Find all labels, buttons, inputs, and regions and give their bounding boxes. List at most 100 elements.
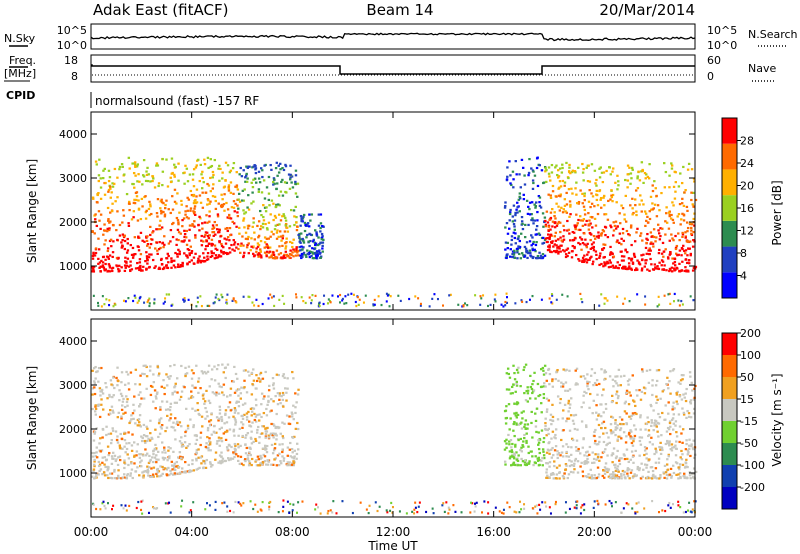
heatmap-cell bbox=[139, 253, 143, 256]
heatmap-cell bbox=[217, 364, 220, 367]
heatmap-cell bbox=[568, 388, 572, 391]
heatmap-cell bbox=[540, 169, 544, 172]
heatmap-cell bbox=[636, 268, 639, 271]
heatmap-cell bbox=[519, 186, 523, 189]
heatmap-cell bbox=[167, 242, 171, 245]
heatmap-cell bbox=[233, 407, 237, 410]
heatmap-cell bbox=[526, 400, 530, 403]
heatmap-cell bbox=[94, 404, 97, 407]
heatmap-cell bbox=[546, 428, 549, 432]
heatmap-cell bbox=[505, 416, 509, 420]
heatmap-cell bbox=[520, 299, 523, 302]
heatmap-cell bbox=[213, 301, 216, 304]
heatmap-cell bbox=[547, 166, 551, 169]
heatmap-cell bbox=[149, 180, 152, 183]
heatmap-cell bbox=[579, 452, 582, 455]
heatmap-cell bbox=[228, 251, 232, 254]
heatmap-cell bbox=[281, 237, 284, 240]
heatmap-cell bbox=[575, 193, 578, 196]
heatmap-cell bbox=[161, 451, 164, 454]
heatmap-cell bbox=[579, 219, 583, 222]
heatmap-cell bbox=[120, 408, 124, 411]
heatmap-cell bbox=[209, 255, 212, 259]
heatmap-cell bbox=[97, 248, 101, 251]
heatmap-cell bbox=[241, 423, 245, 426]
heatmap-cell bbox=[206, 156, 210, 159]
heatmap-cell bbox=[134, 296, 137, 299]
heatmap-cell bbox=[656, 223, 660, 226]
heatmap-cell bbox=[252, 221, 255, 224]
heatmap-cell bbox=[191, 178, 195, 181]
heatmap-cell bbox=[132, 210, 136, 213]
heatmap-cell bbox=[191, 396, 195, 399]
heatmap-cell bbox=[295, 401, 298, 404]
heatmap-cell bbox=[542, 393, 546, 396]
heatmap-cell bbox=[385, 300, 388, 303]
heatmap-cell bbox=[520, 450, 524, 453]
heatmap-cell bbox=[207, 399, 211, 402]
heatmap-cell bbox=[236, 211, 239, 214]
heatmap-cell bbox=[246, 165, 250, 168]
heatmap-cell bbox=[116, 176, 119, 179]
heatmap-cell bbox=[533, 203, 536, 206]
heatmap-cell bbox=[559, 185, 563, 188]
heatmap-cell bbox=[585, 261, 589, 264]
heatmap-cell bbox=[689, 402, 693, 405]
heatmap-cell bbox=[593, 474, 596, 477]
heatmap-cell bbox=[125, 395, 128, 398]
heatmap-cell bbox=[259, 225, 263, 228]
heatmap-cell bbox=[120, 246, 123, 249]
heatmap-cell bbox=[134, 470, 138, 473]
heatmap-cell bbox=[129, 472, 132, 475]
heatmap-cell bbox=[606, 218, 610, 221]
heatmap-cell bbox=[615, 393, 618, 396]
heatmap-cell bbox=[548, 236, 551, 239]
heatmap-cell bbox=[678, 304, 681, 307]
heatmap-cell bbox=[234, 450, 237, 453]
heatmap-cell bbox=[542, 454, 546, 457]
heatmap-cell bbox=[167, 208, 170, 211]
heatmap-cell bbox=[537, 232, 541, 235]
heatmap-cell bbox=[582, 168, 585, 171]
heatmap-cell bbox=[142, 470, 146, 473]
heatmap-cell bbox=[589, 205, 592, 209]
heatmap-cell bbox=[548, 297, 551, 300]
heatmap-cell bbox=[215, 442, 219, 445]
heatmap-cell bbox=[272, 449, 276, 452]
heatmap-cell bbox=[299, 238, 302, 241]
heatmap-cell bbox=[494, 506, 497, 509]
heatmap-cell bbox=[568, 200, 572, 203]
heatmap-cell bbox=[92, 294, 95, 297]
heatmap-cell bbox=[602, 388, 605, 391]
heatmap-cell bbox=[650, 436, 653, 439]
heatmap-cell bbox=[257, 304, 260, 308]
heatmap-cell bbox=[155, 507, 158, 510]
heatmap-cell bbox=[148, 304, 151, 308]
heatmap-cell bbox=[254, 503, 257, 506]
heatmap-cell bbox=[643, 507, 646, 510]
heatmap-cell bbox=[180, 436, 183, 439]
heatmap-cell bbox=[510, 385, 514, 389]
heatmap-cell bbox=[638, 439, 642, 443]
heatmap-cell bbox=[240, 175, 244, 178]
heatmap-cell bbox=[136, 443, 139, 446]
heatmap-cell bbox=[391, 511, 394, 514]
heatmap-cell bbox=[525, 241, 529, 244]
heatmap-cell bbox=[247, 252, 250, 255]
heatmap-cell bbox=[207, 446, 210, 450]
heatmap-cell bbox=[252, 407, 256, 410]
heatmap-cell bbox=[174, 465, 178, 468]
heatmap-cell bbox=[107, 466, 110, 469]
heatmap-cell bbox=[183, 235, 186, 239]
heatmap-cell bbox=[630, 414, 633, 418]
heatmap-cell bbox=[154, 265, 157, 268]
heatmap-cell bbox=[237, 394, 240, 397]
heatmap-cell bbox=[235, 400, 239, 403]
heatmap-cell bbox=[187, 397, 191, 400]
heatmap-cell bbox=[668, 215, 671, 218]
heatmap-cell bbox=[576, 500, 579, 503]
heatmap-cell bbox=[654, 467, 658, 470]
heatmap-cell bbox=[152, 475, 155, 478]
heatmap-cell bbox=[279, 432, 282, 435]
heatmap-cell bbox=[166, 185, 170, 188]
